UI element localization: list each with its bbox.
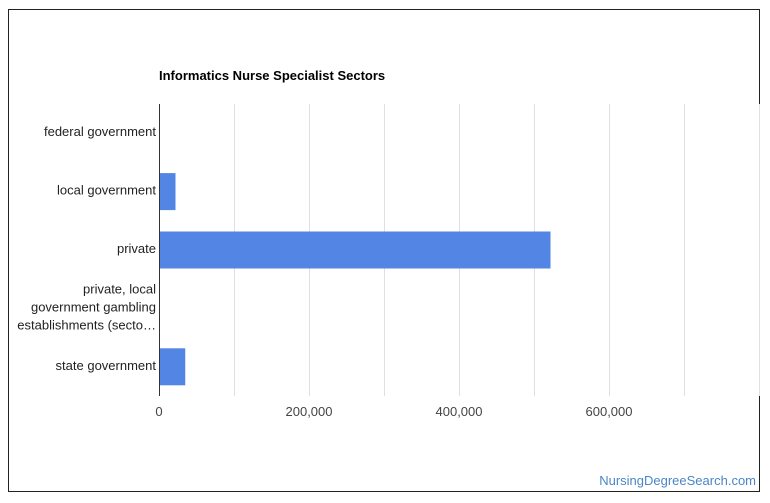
x-tick-label: 0 [155,404,162,419]
bar-4 [159,348,186,386]
x-tick-label: 600,000 [586,404,633,419]
x-tick-label: 200,000 [286,404,333,419]
category-label: state government [56,358,157,373]
category-label: federal government [44,125,156,140]
chart-title: Informatics Nurse Specialist Sectors [159,68,386,83]
bar-2 [159,231,551,269]
source-link[interactable]: NursingDegreeSearch.com [599,473,756,488]
bar-1 [159,173,176,211]
category-label: private [117,241,156,256]
category-label: private, local government gambling establi… [17,282,156,333]
x-tick-label: 400,000 [436,404,483,419]
category-label: local government [57,183,156,198]
